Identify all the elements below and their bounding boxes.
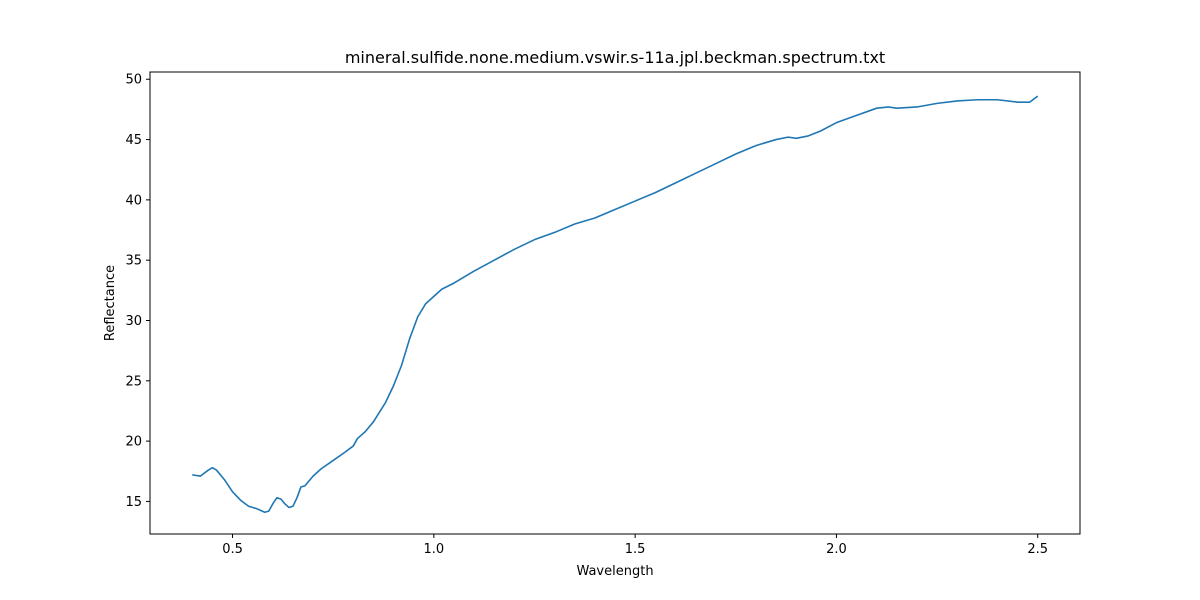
x-tick-label: 2.0 [826,542,847,557]
y-tick-label: 35 [125,254,142,269]
x-tick-label: 1.0 [423,542,444,557]
y-tick-label: 15 [125,495,142,510]
series-line-0 [192,95,1039,514]
x-tick-label: 2.5 [1027,542,1048,557]
y-tick-label: 45 [125,133,142,148]
y-tick-label: 25 [125,374,142,389]
x-tick-label: 0.5 [222,542,243,557]
y-axis-label: Reflectance [103,265,118,341]
y-tick-label: 20 [125,435,142,450]
x-axis-label: Wavelength [576,564,653,579]
plot-area [192,95,1039,514]
y-tick-label: 40 [125,193,142,208]
y-tick-label: 30 [125,314,142,329]
y-tick-label: 50 [125,73,142,88]
y-axis-ticks: 15 20 25 30 35 40 45 50 [125,73,150,510]
x-axis-ticks: 0.5 1.0 1.5 2.0 2.5 [222,534,1048,557]
x-tick-label: 1.5 [625,542,646,557]
axes-frame [149,71,1081,535]
chart-title: mineral.sulfide.none.medium.vswir.s-11a.… [345,48,885,67]
